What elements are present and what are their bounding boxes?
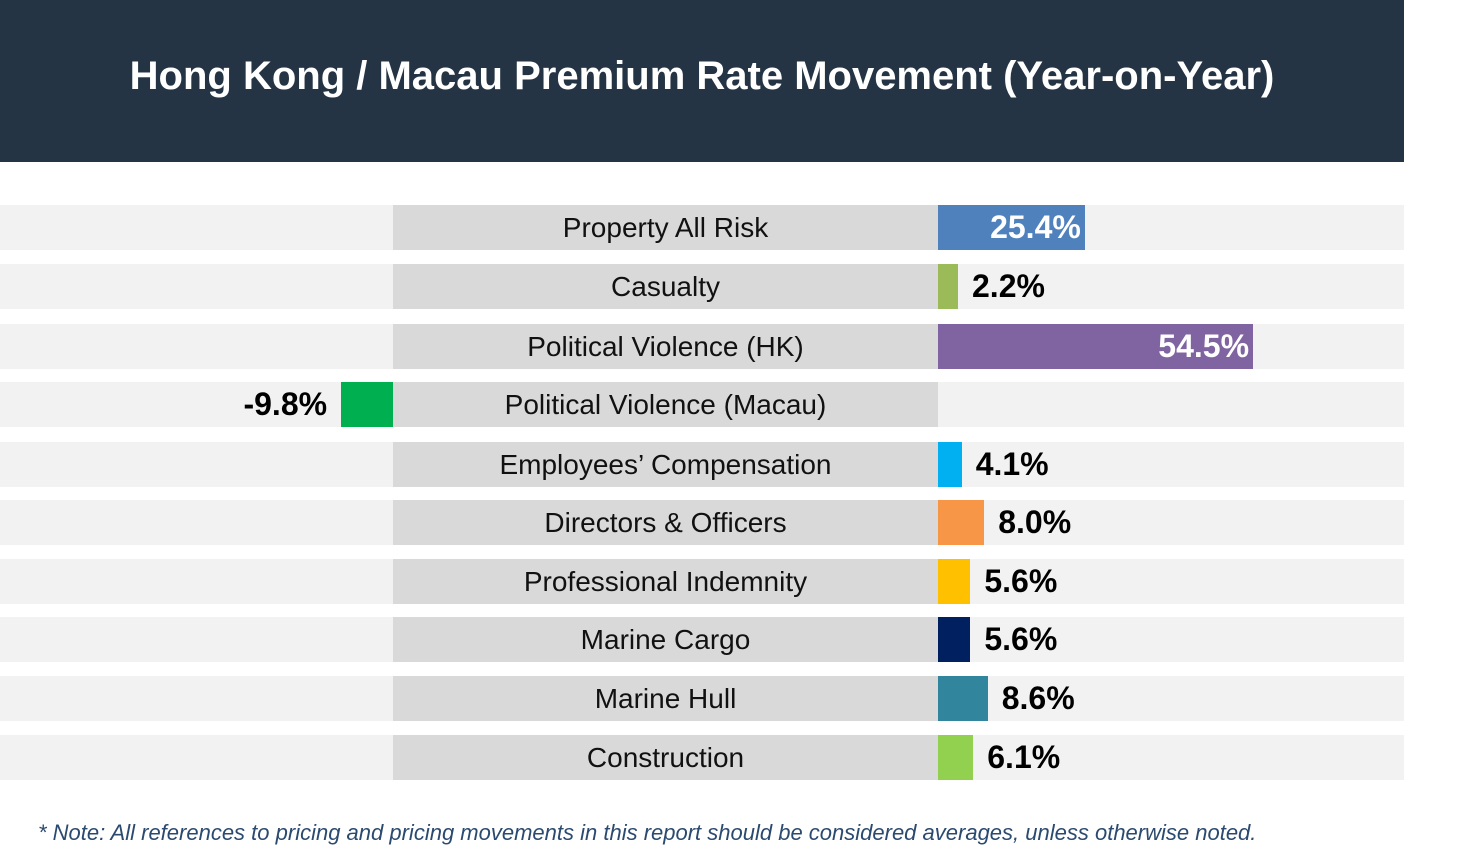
value-label: 6.1% xyxy=(987,739,1061,775)
bar xyxy=(938,205,1085,250)
category-label: Construction xyxy=(393,735,938,780)
chart-title: Hong Kong / Macau Premium Rate Movement … xyxy=(129,53,1275,98)
category-label: Employees’ Compensation xyxy=(393,442,938,487)
category-label: Political Violence (HK) xyxy=(393,324,938,369)
value-label: 8.6% xyxy=(1001,680,1075,716)
bar xyxy=(938,735,974,780)
bar xyxy=(938,676,988,721)
value-label: 54.5% xyxy=(1158,328,1250,364)
bar xyxy=(341,382,393,427)
category-label: Casualty xyxy=(393,264,938,309)
category-label: Professional Indemnity xyxy=(393,559,938,604)
value-label: 2.2% xyxy=(972,268,1045,304)
bar xyxy=(938,559,971,604)
category-label: Political Violence (Macau) xyxy=(393,382,938,427)
bar xyxy=(938,617,971,662)
chart-header: Hong Kong / Macau Premium Rate Movement … xyxy=(0,0,1404,162)
bar xyxy=(938,442,962,487)
category-label: Marine Hull xyxy=(393,676,938,721)
bar-chart: Property All Risk 25.4% Casualty 2.2% Politi… xyxy=(0,200,1404,790)
category-label: Directors & Officers xyxy=(393,500,938,545)
bar xyxy=(938,500,985,545)
footnote: * Note: All references to pricing and pr… xyxy=(38,820,1257,845)
value-label: 25.4% xyxy=(990,209,1081,245)
bar xyxy=(938,264,958,309)
bar xyxy=(938,324,1253,369)
category-label: Marine Cargo xyxy=(393,617,938,662)
value-label: 8.0% xyxy=(998,504,1072,540)
value-label: 5.6% xyxy=(984,563,1058,599)
category-label: Property All Risk xyxy=(393,205,938,250)
value-label: 5.6% xyxy=(984,621,1058,657)
value-label: 4.1% xyxy=(975,446,1049,482)
value-label: -9.8% xyxy=(243,386,328,422)
